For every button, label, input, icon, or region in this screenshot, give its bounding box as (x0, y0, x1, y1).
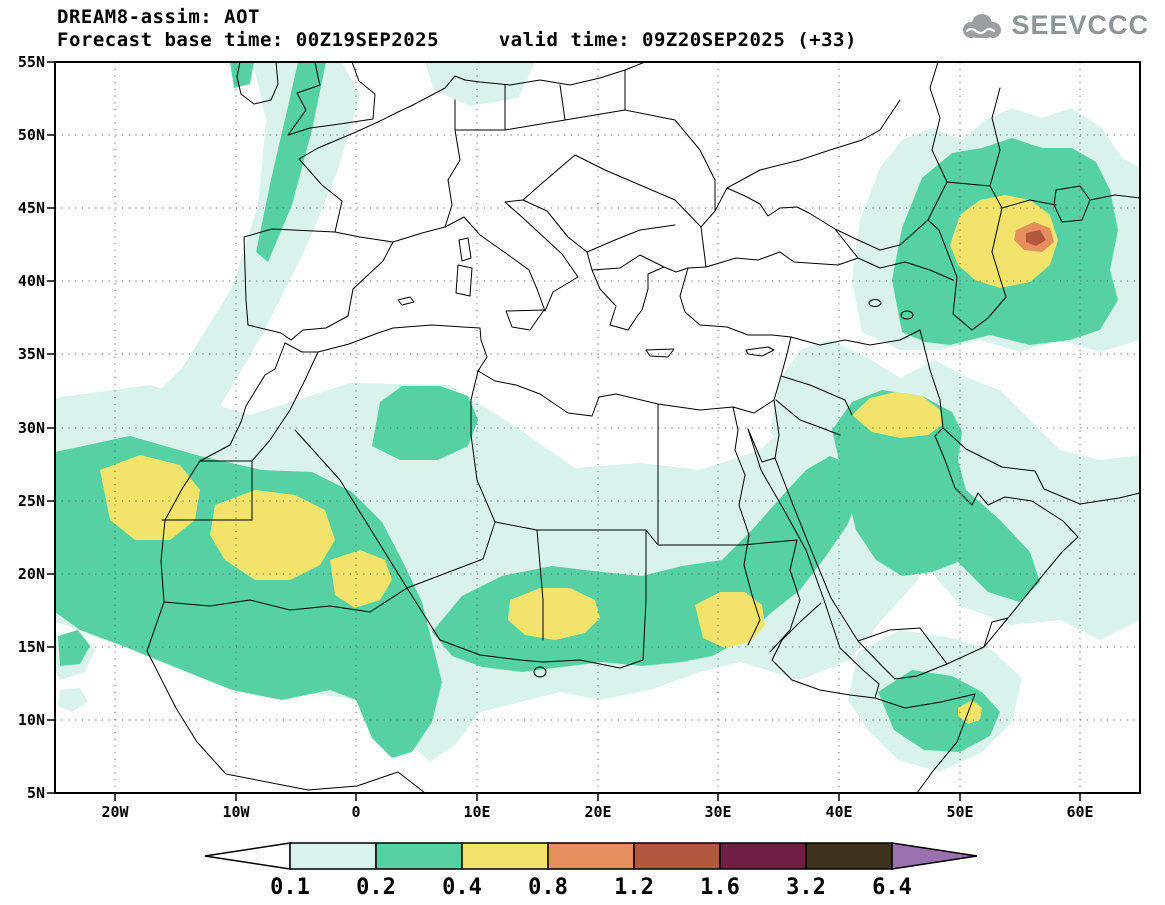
coastline-black-sea (700, 187, 859, 268)
aot-region (852, 392, 942, 438)
lat-label: 50N (18, 126, 45, 144)
colorbar-segment (633, 842, 721, 870)
aot-region (230, 62, 254, 88)
aot-region (832, 390, 1040, 602)
colorbar-right-arrow (891, 842, 978, 870)
coastline-iberia (243, 228, 394, 341)
aot-region (425, 62, 535, 106)
coastline-horn-of-africa (874, 683, 976, 794)
aot-region (100, 455, 200, 540)
nile-river (732, 406, 761, 646)
coastline-red-sea-west (747, 428, 880, 685)
aot-region (508, 588, 600, 640)
colorbar-label: 1.6 (700, 875, 740, 900)
aot-region (1026, 230, 1046, 246)
aot-region (372, 386, 478, 460)
lon-label: 40E (825, 803, 852, 821)
aot-region (958, 700, 982, 724)
lat-label: 55N (18, 53, 45, 71)
lat-label: 10N (18, 711, 45, 729)
graticule-lines (55, 62, 1140, 793)
forecast-time-subtitle: Forecast base time: 00Z19SEP2025 valid t… (57, 29, 857, 51)
lon-label: 20E (584, 803, 611, 821)
aot-field-level-0.4 (100, 195, 1058, 724)
lat-label: 20N (18, 565, 45, 583)
graticule (55, 62, 1140, 793)
lake-van (868, 299, 882, 307)
lat-label: 45N (18, 199, 45, 217)
lat-label: 25N (18, 492, 45, 510)
borders-africa (161, 351, 876, 699)
logo-text: SEEVCCC (1011, 10, 1149, 40)
lon-label: 30E (704, 803, 731, 821)
lat-label: 30N (18, 419, 45, 437)
lat-label: 35N (18, 345, 45, 363)
colorbar-segment (289, 842, 377, 870)
coastline-ireland (236, 61, 279, 105)
coastline-arabia (894, 427, 1079, 680)
lat-label: 5N (27, 784, 45, 802)
colorbar-label: 0.4 (442, 875, 482, 900)
colorbar-label: 0.2 (356, 875, 396, 900)
colorbar: 0.1 0.2 0.4 0.8 1.2 1.6 3.2 6.4 (204, 842, 978, 900)
latitude-axis: 55N 50N 45N 40N 35N 30N 25N 20N 15N 10N … (18, 53, 55, 802)
colorbar-segment (461, 842, 549, 870)
aot-region (210, 490, 335, 580)
colorbar-segment (375, 842, 463, 870)
lon-label: 20W (101, 803, 129, 821)
coastlines-and-borders (146, 61, 1141, 794)
aot-region (695, 592, 765, 648)
aot-region (256, 62, 326, 262)
coastline-sinai (747, 399, 780, 463)
aot-field-level-1.2 (1026, 230, 1046, 246)
lon-label: 60E (1066, 803, 1093, 821)
colorbar-label: 6.4 (872, 875, 912, 900)
borders-middle-east (775, 219, 1009, 665)
aot-region (58, 688, 88, 712)
lon-label: 50E (946, 803, 973, 821)
cloud-icon (963, 13, 1002, 38)
borders-central-asia (929, 61, 1141, 209)
colorbar-label: 0.8 (528, 875, 568, 900)
borders-europe (444, 69, 901, 271)
title-block: DREAM8-assim: AOT Forecast base time: 00… (57, 6, 857, 52)
longitude-axis: 20W 10W 0 10E 20E 30E 40E 50E 60E (101, 793, 1094, 821)
aot-region (58, 630, 90, 666)
coastline-balkans-greece (522, 199, 707, 331)
colorbar-label: 3.2 (786, 875, 826, 900)
coastline-iran (942, 427, 1141, 505)
seevccc-logo: SEEVCCC (959, 10, 1149, 41)
lon-ticks (114, 793, 1081, 801)
aot-region (950, 195, 1058, 288)
lat-ticks (47, 61, 55, 794)
colorbar-segment (547, 842, 635, 870)
colorbar-segment (719, 842, 807, 870)
colorbar-label: 0.1 (270, 875, 310, 900)
lat-label: 40N (18, 272, 45, 290)
aot-region (878, 670, 1000, 752)
coastline-britain (287, 61, 376, 136)
lake-urmia (900, 310, 914, 320)
aot-region (330, 550, 392, 608)
lon-label: 0 (351, 803, 360, 821)
model-variable-title: DREAM8-assim: AOT (57, 6, 260, 28)
colorbar-left-arrow (204, 842, 291, 870)
coastline-italy (392, 199, 579, 312)
lake-chad (533, 666, 547, 678)
coastline-west-europe (298, 61, 646, 233)
lon-label: 10W (222, 803, 250, 821)
coastline-anatolia-north-africa (284, 267, 792, 417)
coastline-islands (397, 237, 775, 358)
lat-label: 15N (18, 638, 45, 656)
coastline-west-africa (146, 342, 426, 794)
colorbar-segment (805, 842, 893, 870)
coastline-red-sea-east (774, 434, 896, 680)
colorbar-label: 1.2 (614, 875, 654, 900)
lon-label: 10E (463, 803, 490, 821)
